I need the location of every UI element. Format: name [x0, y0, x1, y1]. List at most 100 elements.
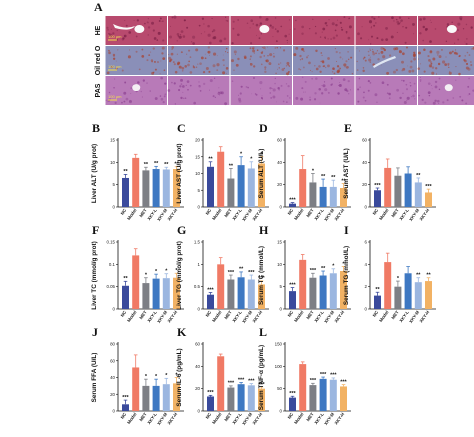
bar-nc [289, 203, 296, 207]
texture-dot [203, 82, 206, 85]
texture-dot [130, 93, 132, 95]
texture-dot [198, 81, 200, 83]
texture-dot [288, 65, 291, 67]
texture-dot [217, 92, 221, 95]
tissue-bg [418, 76, 474, 105]
texture-dot [154, 97, 158, 100]
bar-xky-h [340, 188, 347, 207]
x-tick-label: XKY-H [419, 208, 431, 222]
texture-dot [259, 22, 263, 25]
texture-dot [348, 93, 350, 95]
texture-dot [330, 77, 333, 80]
texture-dot [391, 16, 394, 20]
texture-dot [413, 33, 415, 35]
micrograph-2-2 [230, 76, 292, 105]
group-header-xky-l: XKY-L [313, 8, 334, 15]
scale-label: 100 μm [108, 64, 122, 69]
texture-dot [212, 29, 216, 32]
texture-dot [332, 67, 335, 70]
texture-dot [258, 37, 261, 40]
vessel [134, 25, 145, 34]
texture-dot [188, 49, 191, 52]
texture-dot [255, 93, 258, 96]
texture-dot [381, 81, 385, 85]
panel-letter: H [259, 223, 269, 237]
y-axis-label: Serum IL-6 (pg/mL) [176, 348, 183, 406]
significance-mark: * [175, 268, 178, 274]
texture-dot [146, 59, 149, 62]
texture-dot [459, 16, 463, 20]
x-tick-label: Model [211, 310, 222, 323]
texture-dot [408, 69, 412, 73]
texture-dot [211, 17, 213, 20]
texture-dot [321, 84, 323, 86]
texture-dot [411, 69, 415, 73]
y-tick-label: 80 [110, 342, 115, 347]
texture-dot [178, 35, 182, 39]
texture-dot [459, 95, 462, 98]
micrograph-2-3 [293, 76, 355, 105]
scale-label: 100 μm [108, 94, 122, 99]
texture-dot [265, 17, 269, 21]
texture-dot [456, 29, 459, 32]
texture-dot [449, 70, 451, 72]
texture-dot [264, 59, 268, 62]
texture-dot [141, 96, 143, 98]
y-tick-label: 100 [275, 364, 283, 369]
texture-dot [244, 56, 247, 60]
texture-dot [260, 51, 264, 55]
texture-dot [212, 95, 215, 98]
texture-dot [298, 68, 300, 70]
texture-dot [209, 54, 210, 56]
y-tick-label: 1 [198, 262, 201, 267]
texture-dot [402, 52, 405, 56]
texture-dot [204, 31, 206, 33]
texture-dot [198, 24, 201, 27]
texture-dot [401, 60, 404, 64]
bar-xky-l [404, 273, 412, 309]
x-tick-label: MET [390, 207, 400, 218]
significance-mark: ** [416, 273, 421, 279]
bar-model [217, 356, 225, 411]
x-tick-label: MET [138, 411, 148, 422]
panel-letter: I [344, 223, 349, 237]
x-tick-label: XKY-L [313, 309, 325, 323]
texture-dot [380, 38, 384, 42]
texture-dot [367, 79, 370, 83]
texture-dot [162, 39, 165, 42]
texture-dot [320, 60, 323, 63]
texture-dot [465, 23, 468, 26]
texture-dot [428, 59, 431, 62]
texture-dot [458, 55, 460, 58]
texture-dot [133, 20, 135, 21]
bar-xky-l [237, 165, 245, 207]
texture-dot [180, 51, 183, 54]
texture-dot [115, 67, 118, 70]
y-tick-label: 150 [275, 342, 283, 347]
texture-dot [359, 86, 361, 88]
texture-dot [214, 96, 216, 99]
significance-mark: *** [207, 390, 214, 396]
x-tick-label: MET [138, 309, 148, 320]
texture-dot [457, 22, 461, 26]
texture-dot [269, 53, 273, 57]
texture-dot [339, 82, 341, 83]
texture-dot [256, 49, 259, 52]
texture-dot [271, 25, 275, 29]
y-tick-label: 0.1 [109, 262, 116, 267]
texture-dot [339, 52, 341, 54]
texture-dot [371, 16, 374, 19]
texture-dot [418, 58, 420, 60]
texture-dot [395, 68, 399, 72]
texture-dot [334, 48, 337, 50]
texture-dot [430, 62, 433, 65]
texture-dot [388, 54, 392, 57]
texture-dot [406, 96, 410, 100]
texture-dot [405, 83, 408, 86]
texture-dot [432, 101, 436, 105]
significance-mark: *** [122, 395, 129, 401]
y-tick-label: 0 [198, 409, 201, 414]
texture-dot [263, 55, 266, 57]
significance-mark: ** [321, 266, 326, 272]
